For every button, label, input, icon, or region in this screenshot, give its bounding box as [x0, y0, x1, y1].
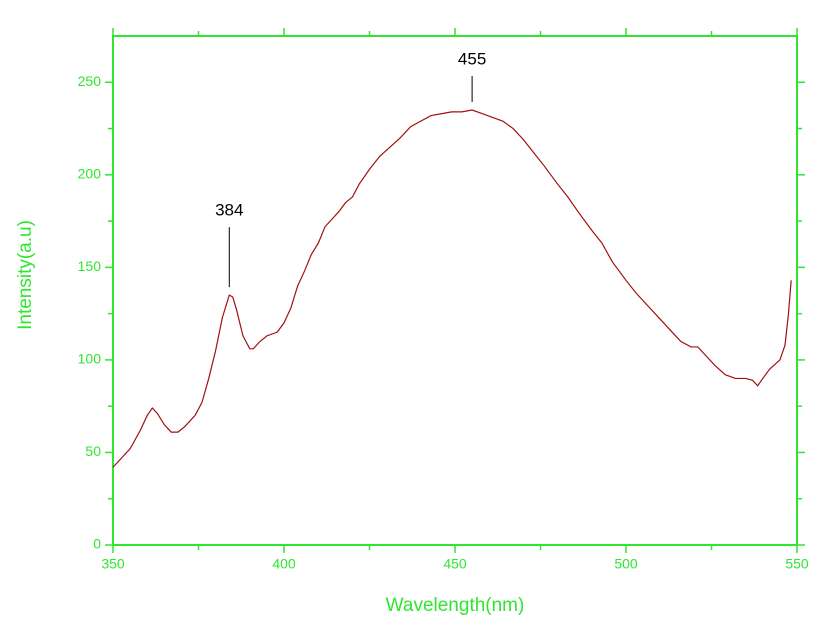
x-tick-label: 500	[614, 556, 638, 572]
y-axis-title: Intensity(a.u)	[15, 220, 36, 330]
y-tick-label: 100	[78, 351, 102, 367]
x-axis-title: Wavelength(nm)	[386, 595, 525, 616]
y-tick-label: 0	[93, 536, 101, 552]
annotation-label: 455	[458, 50, 486, 69]
x-tick-label: 450	[443, 556, 467, 572]
annotation-label: 384	[215, 201, 243, 220]
line-series	[112, 109, 792, 468]
x-tick-label: 400	[272, 556, 296, 572]
y-tick-label: 50	[85, 443, 101, 459]
y-tick-label: 250	[78, 73, 102, 89]
x-tick-label: 550	[785, 556, 809, 572]
y-tick-label: 200	[78, 166, 102, 182]
x-tick-label: 350	[101, 556, 125, 572]
y-tick-label: 150	[78, 258, 102, 274]
